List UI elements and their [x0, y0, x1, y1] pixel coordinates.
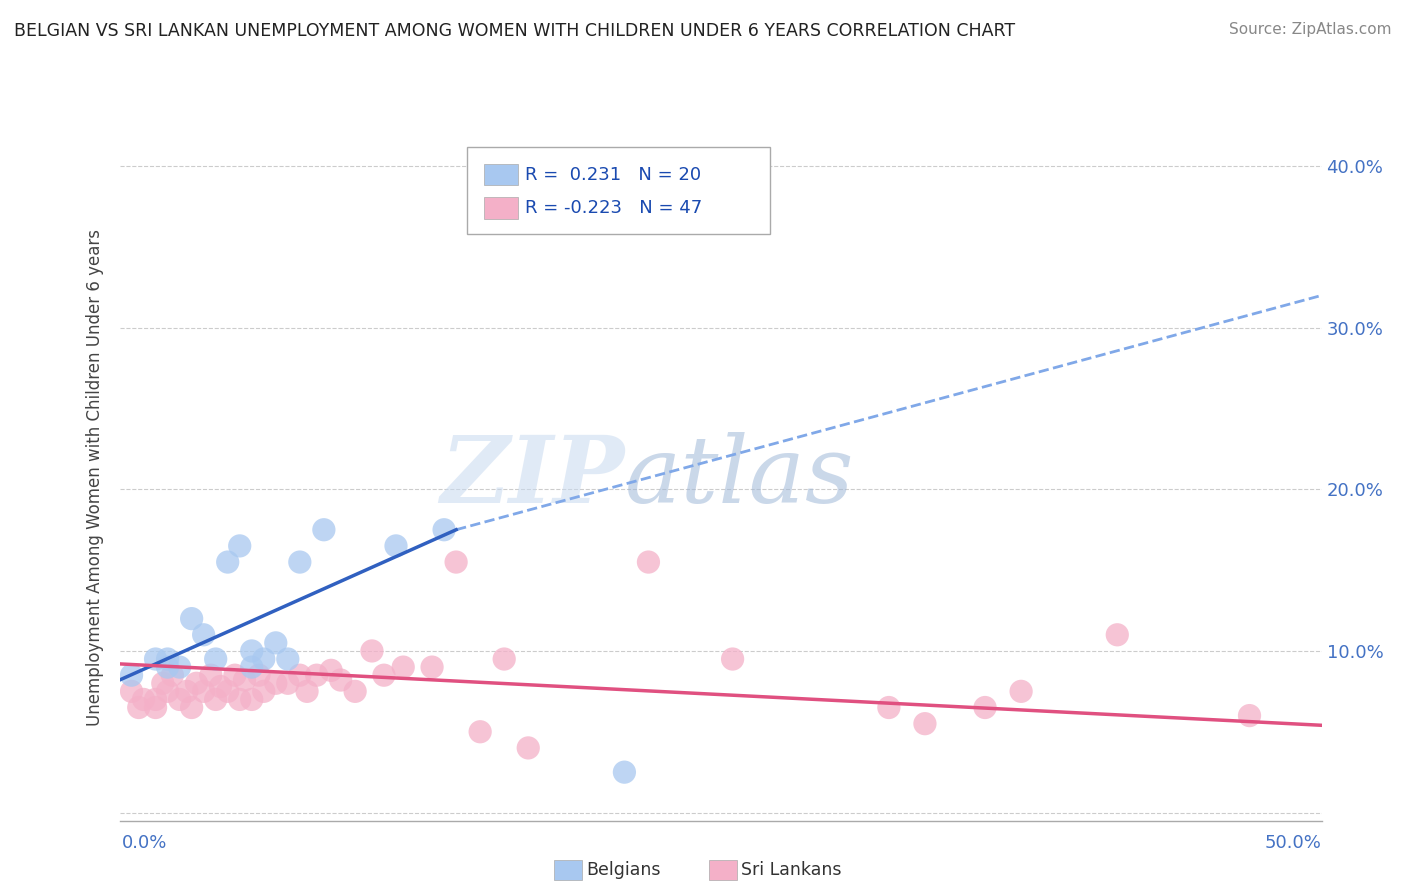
Point [1239, 708, 1261, 723]
Point [264, 636, 287, 650]
Point [162, 668, 184, 682]
Point [145, 700, 167, 714]
Point [180, 700, 202, 714]
Point [319, 664, 342, 678]
Text: R =  0.231   N = 20: R = 0.231 N = 20 [524, 166, 700, 184]
Point [240, 692, 263, 706]
Point [305, 668, 328, 682]
Point [444, 555, 467, 569]
Point [312, 523, 335, 537]
Point [1010, 684, 1032, 698]
Point [193, 628, 215, 642]
Point [176, 684, 198, 698]
Text: Source: ZipAtlas.com: Source: ZipAtlas.com [1229, 22, 1392, 37]
Point [186, 676, 208, 690]
Point [295, 684, 318, 698]
Point [132, 692, 155, 706]
Point [200, 668, 222, 682]
Text: BELGIAN VS SRI LANKAN UNEMPLOYMENT AMONG WOMEN WITH CHILDREN UNDER 6 YEARS CORRE: BELGIAN VS SRI LANKAN UNEMPLOYMENT AMONG… [14, 22, 1015, 40]
Point [145, 652, 167, 666]
Point [392, 660, 415, 674]
Point [613, 765, 636, 780]
Point [180, 612, 202, 626]
Point [329, 673, 352, 687]
Text: Sri Lankans: Sri Lankans [741, 861, 841, 879]
Point [152, 676, 174, 690]
Point [247, 668, 270, 682]
Point [121, 684, 143, 698]
Point [204, 692, 226, 706]
Point [228, 692, 252, 706]
Point [233, 673, 256, 687]
Point [169, 692, 191, 706]
Point [494, 652, 516, 666]
Point [517, 740, 540, 755]
Point [217, 684, 239, 698]
Point [264, 676, 287, 690]
Point [288, 668, 311, 682]
Point [361, 644, 384, 658]
Point [433, 523, 456, 537]
Point [224, 668, 246, 682]
Text: R = -0.223   N = 47: R = -0.223 N = 47 [524, 199, 702, 217]
Point [253, 652, 276, 666]
Point [204, 652, 226, 666]
Point [420, 660, 443, 674]
Point [721, 652, 744, 666]
Point [468, 724, 492, 739]
Point [128, 700, 150, 714]
Text: 0.0%: 0.0% [122, 834, 167, 852]
Point [121, 668, 143, 682]
Point [240, 660, 263, 674]
Point [240, 644, 263, 658]
Point [217, 555, 239, 569]
Point [156, 684, 179, 698]
Point [344, 684, 367, 698]
Text: Belgians: Belgians [586, 861, 661, 879]
Point [193, 684, 215, 698]
Point [156, 660, 179, 674]
Point [877, 700, 900, 714]
Point [277, 652, 299, 666]
Point [914, 716, 936, 731]
Point [1107, 628, 1129, 642]
Point [385, 539, 408, 553]
Point [974, 700, 997, 714]
Text: ZIP: ZIP [440, 433, 624, 522]
Point [288, 555, 311, 569]
Point [228, 539, 252, 553]
Point [169, 660, 191, 674]
Text: atlas: atlas [624, 433, 853, 522]
Point [277, 676, 299, 690]
Point [145, 692, 167, 706]
Point [209, 680, 232, 694]
Point [253, 684, 276, 698]
Point [373, 668, 395, 682]
Y-axis label: Unemployment Among Women with Children Under 6 years: Unemployment Among Women with Children U… [86, 228, 104, 726]
Point [637, 555, 659, 569]
Point [156, 652, 179, 666]
Text: 50.0%: 50.0% [1265, 834, 1322, 852]
